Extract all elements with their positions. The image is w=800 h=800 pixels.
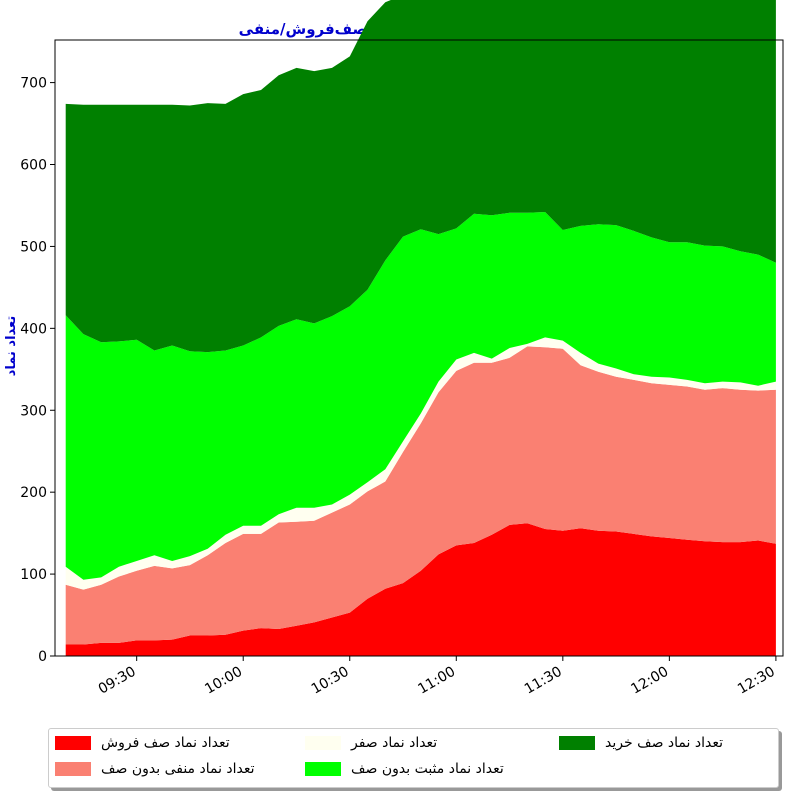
area-series-0 [65, 523, 776, 656]
legend-item-zero: تعداد نماد صفر [305, 735, 437, 751]
legend-swatch-positive [305, 762, 341, 776]
legend-label-buy-queue: تعداد نماد صف خرید [605, 735, 723, 751]
y-tick-label: 300 [20, 403, 47, 419]
legend-item-positive: تعداد نماد مثبت بدون صف [305, 761, 504, 777]
area-series-3 [65, 212, 776, 580]
x-tick-label: 10:00 [202, 664, 245, 698]
legend-item-negative: تعداد نماد منفی بدون صف [55, 761, 255, 777]
y-axis-label: تعداد نماد [4, 316, 19, 377]
x-tick-label: 12:30 [735, 664, 778, 698]
legend: تعداد نماد صف فروش تعداد نماد منفی بدون … [48, 728, 779, 788]
legend-label-zero: تعداد نماد صفر [351, 735, 438, 751]
x-tick-label: 09:30 [96, 664, 139, 698]
legend-swatch-sell-queue [55, 736, 91, 750]
area-series-2 [65, 337, 776, 590]
series-areas [65, 0, 776, 656]
legend-item-buy-queue: تعداد نماد صف خرید [559, 735, 723, 751]
y-tick-label: 500 [20, 239, 47, 255]
legend-item-sell-queue: تعداد نماد صف فروش [55, 735, 230, 751]
y-tick-label: 400 [20, 321, 47, 337]
y-tick-label: 200 [20, 485, 47, 501]
y-tick-label: 600 [20, 158, 47, 174]
legend-swatch-buy-queue [559, 736, 595, 750]
x-tick-label: 12:00 [628, 664, 671, 698]
plot-frame [54, 39, 784, 657]
y-tick-label: 700 [20, 76, 47, 92]
legend-swatch-negative [55, 762, 91, 776]
legend-swatch-zero [305, 736, 341, 750]
area-series-1 [65, 346, 776, 645]
legend-label-positive: تعداد نماد مثبت بدون صف [351, 761, 504, 777]
y-axis-ticks: 0 100 200 300 400 500 600 700 [20, 76, 55, 665]
x-tick-label: 11:30 [522, 664, 565, 698]
x-tick-label: 11:00 [415, 664, 458, 698]
y-tick-label: 0 [38, 649, 47, 665]
y-tick-label: 100 [20, 567, 47, 583]
legend-label-negative: تعداد نماد منفی بدون صف [101, 761, 255, 777]
area-series-4 [65, 0, 776, 353]
x-axis-ticks: 09:30 10:00 10:30 11:00 11:30 12:00 12:30 [96, 656, 778, 698]
legend-label-sell-queue: تعداد نماد صف فروش [101, 735, 230, 751]
x-tick-label: 10:30 [309, 664, 352, 698]
